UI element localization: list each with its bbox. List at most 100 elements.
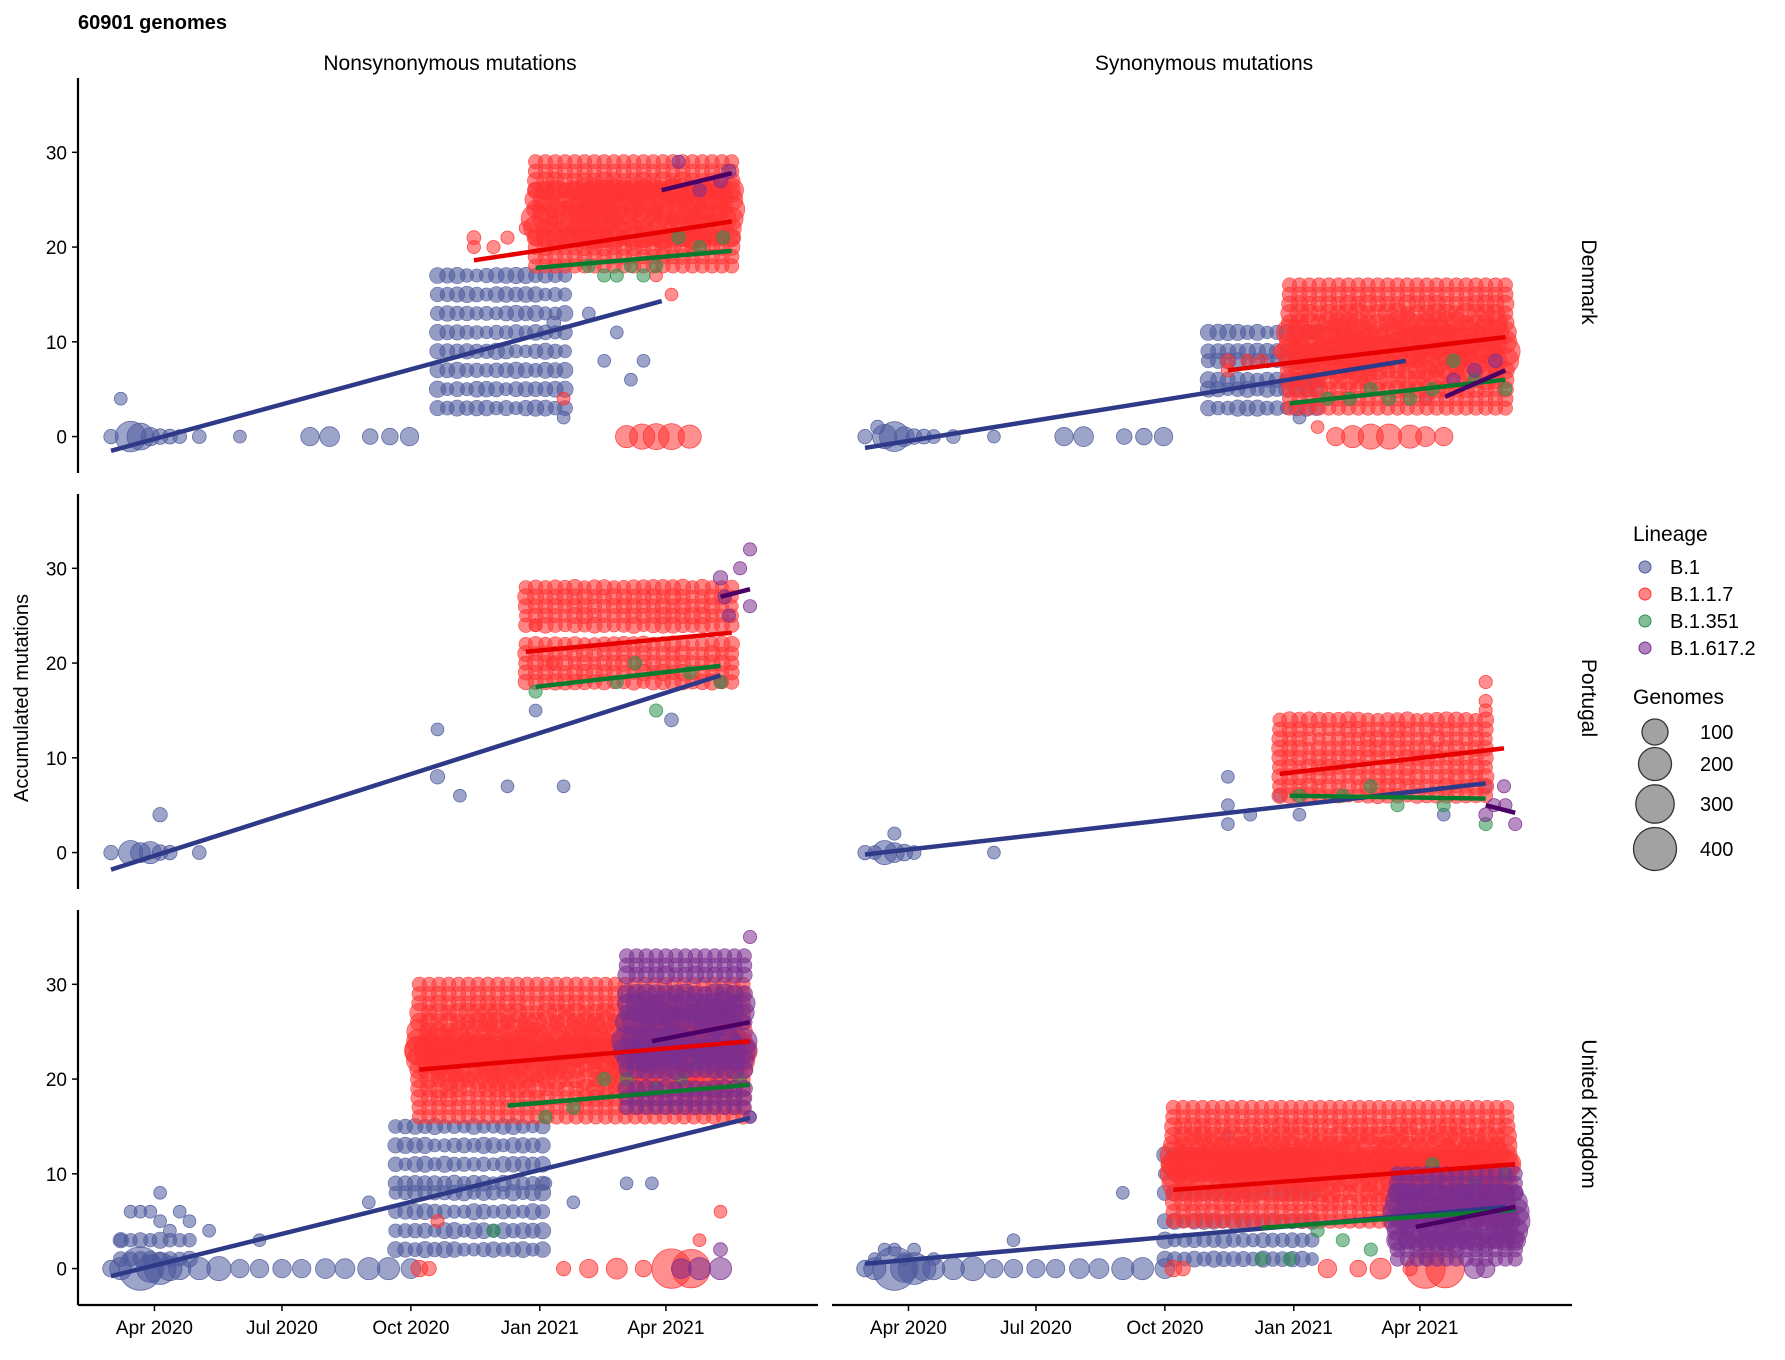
trend-line-B-1-1-7	[525, 630, 732, 654]
y-tick-label: 10	[46, 749, 67, 770]
data-point	[528, 618, 543, 633]
legend-size-swatch	[1635, 784, 1675, 824]
data-point	[500, 230, 515, 245]
data-point	[528, 703, 543, 718]
legend-size-label: 100	[1700, 722, 1733, 744]
chart-title: 60901 genomes	[78, 12, 227, 34]
trend-line-B-1	[110, 298, 663, 453]
data-point	[743, 542, 758, 557]
data-point	[609, 325, 624, 340]
data-point	[1498, 382, 1513, 397]
y-tick-label: 0	[56, 428, 67, 449]
data-point	[1115, 428, 1133, 445]
panel-0-2	[102, 930, 758, 1291]
data-point	[628, 656, 643, 671]
data-point	[421, 1261, 437, 1277]
data-point	[736, 948, 752, 964]
data-point	[163, 1223, 177, 1238]
data-point	[152, 807, 168, 823]
data-point	[272, 1259, 292, 1279]
data-point	[692, 183, 707, 198]
trend-line-B-1-617-2	[661, 171, 733, 193]
data-point	[233, 429, 247, 444]
data-point	[634, 1259, 653, 1278]
data-point	[671, 230, 686, 245]
data-point	[453, 788, 467, 803]
data-point	[1069, 1258, 1090, 1279]
legend-size-label: 400	[1700, 839, 1733, 861]
data-point	[500, 779, 515, 794]
data-point	[624, 372, 638, 387]
data-point	[1131, 1257, 1155, 1281]
x-tick-label: Jul 2020	[1000, 1318, 1072, 1339]
data-point	[1272, 344, 1287, 359]
y-tick-label: 10	[46, 1165, 67, 1186]
data-point	[143, 1204, 158, 1219]
data-point	[1054, 426, 1074, 447]
data-point	[713, 1242, 728, 1257]
data-point	[597, 268, 612, 283]
data-point	[1349, 1259, 1367, 1278]
y-tick-label: 30	[46, 143, 67, 164]
data-point	[1446, 353, 1461, 368]
data-point	[518, 221, 533, 236]
trend-line-B-1	[864, 781, 1486, 857]
data-point	[182, 1232, 197, 1248]
x-tick-label: Oct 2020	[372, 1318, 449, 1339]
x-tick-label: Jan 2021	[1255, 1318, 1333, 1339]
y-tick-label: 20	[46, 1070, 67, 1091]
data-point	[192, 429, 207, 444]
data-point	[887, 1242, 902, 1257]
data-point	[557, 287, 572, 302]
data-point	[605, 1257, 628, 1280]
trend-line-B-1-351	[535, 248, 732, 271]
data-point	[1335, 1233, 1350, 1248]
data-point	[1026, 1259, 1046, 1279]
data-point	[1403, 391, 1418, 406]
data-point	[671, 154, 686, 169]
data-point	[1153, 426, 1174, 447]
data-point	[597, 1072, 612, 1087]
data-point	[1369, 1257, 1392, 1280]
data-point	[1478, 703, 1493, 718]
data-point	[315, 1258, 336, 1279]
data-point	[1135, 427, 1153, 446]
data-point	[357, 1257, 381, 1281]
data-point	[1111, 1257, 1135, 1281]
data-point	[555, 1261, 572, 1277]
data-point	[1254, 1252, 1269, 1267]
data-point	[202, 1223, 216, 1238]
data-point	[721, 608, 736, 623]
x-tick-label: Jan 2021	[501, 1318, 579, 1339]
legend-lineage-label: B.1	[1670, 557, 1700, 579]
data-point	[649, 703, 664, 718]
data-point	[1363, 1242, 1378, 1257]
trend-line-B-1	[864, 358, 1407, 451]
y-tick-label: 20	[46, 654, 67, 675]
data-point	[545, 656, 560, 671]
data-point	[1467, 362, 1482, 378]
column-strip-nonsynonymous: Nonsynonymous mutations	[323, 52, 576, 75]
data-point	[114, 391, 128, 406]
data-point	[1310, 420, 1325, 434]
data-point	[649, 258, 664, 273]
data-point	[486, 1223, 501, 1238]
data-point	[735, 985, 753, 1003]
trend-line-B-1-617-2	[1485, 803, 1516, 815]
data-point	[1292, 807, 1307, 822]
x-tick-label: Jul 2020	[246, 1318, 318, 1339]
legend-lineage-title: Lineage	[1633, 523, 1708, 546]
data-point	[1497, 779, 1512, 794]
y-axis-label: Accumulated mutations	[11, 594, 33, 802]
row-strip-portugal: Portugal	[1577, 659, 1600, 737]
row-strip-denmark: Denmark	[1577, 239, 1600, 325]
data-point	[230, 1259, 250, 1279]
data-point	[636, 353, 651, 368]
legend-size-items: 100 200 300 400	[1632, 718, 1733, 872]
trend-line-B-1-617-2	[719, 587, 751, 599]
legend-lineage-items: B.1 B.1.1.7 B.1.351 B.1.617.2	[1638, 557, 1756, 660]
column-strip-synonymous: Synonymous mutations	[1095, 52, 1313, 75]
data-point	[743, 599, 758, 614]
data-point	[1221, 798, 1235, 812]
trend-line-B-1-617-2	[1444, 368, 1507, 399]
